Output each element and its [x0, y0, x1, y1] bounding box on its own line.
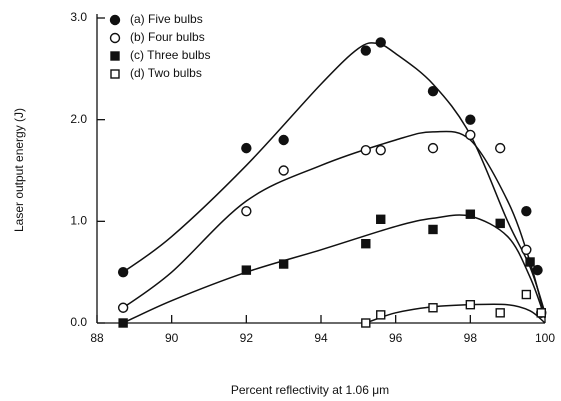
y-tick-label: 3.0 [70, 10, 87, 24]
marker [521, 244, 532, 256]
legend-label: (b) Four bulbs [130, 30, 205, 44]
marker [536, 308, 546, 318]
marker [278, 134, 289, 146]
legend-marker [110, 69, 120, 79]
marker [495, 218, 505, 229]
marker [278, 165, 289, 176]
marker [427, 85, 439, 97]
marker [375, 144, 386, 156]
fit-curve [122, 214, 546, 324]
x-tick-label: 90 [165, 331, 179, 345]
legend-label: (c) Three bulbs [130, 48, 210, 62]
marker [525, 257, 535, 267]
marker [465, 209, 476, 219]
marker [376, 310, 386, 320]
marker [376, 214, 386, 225]
x-tick-label: 98 [464, 331, 478, 345]
marker [241, 142, 252, 154]
legend-marker [109, 32, 121, 44]
legend-label: (a) Five bulbs [130, 12, 203, 26]
marker [117, 266, 129, 278]
fit-curve [365, 303, 546, 324]
marker [375, 37, 386, 48]
x-tick-label: 100 [535, 331, 555, 345]
marker [465, 300, 476, 310]
marker [428, 303, 438, 313]
marker [465, 114, 476, 125]
marker [521, 205, 532, 217]
marker [241, 205, 252, 217]
legend-marker [109, 14, 121, 26]
legend-label: (d) Two bulbs [130, 66, 202, 80]
fit-curve [122, 42, 546, 314]
y-tick-label: 2.0 [70, 112, 87, 126]
marker [532, 264, 543, 276]
x-tick-label: 92 [240, 331, 254, 345]
marker [278, 259, 289, 269]
y-axis-label: Laser output energy (J) [12, 108, 26, 232]
x-tick-label: 94 [314, 331, 328, 345]
y-tick-label: 0.0 [70, 315, 87, 329]
marker [361, 318, 371, 328]
marker [118, 318, 128, 328]
marker [360, 144, 371, 156]
y-tick-label: 1.0 [70, 214, 87, 228]
marker [360, 45, 371, 56]
x-tick-label: 96 [389, 331, 403, 345]
marker [427, 142, 439, 154]
marker [495, 308, 505, 318]
marker [495, 142, 506, 154]
marker [428, 224, 438, 235]
marker [465, 129, 476, 141]
marker [361, 238, 371, 249]
fit-curve [122, 130, 546, 319]
x-axis-label: Percent reflectivity at 1.06 μm [231, 383, 389, 397]
marker [117, 302, 129, 313]
x-tick-label: 88 [90, 331, 104, 345]
marker [521, 289, 532, 300]
marker [241, 265, 252, 275]
legend-marker [110, 51, 120, 61]
